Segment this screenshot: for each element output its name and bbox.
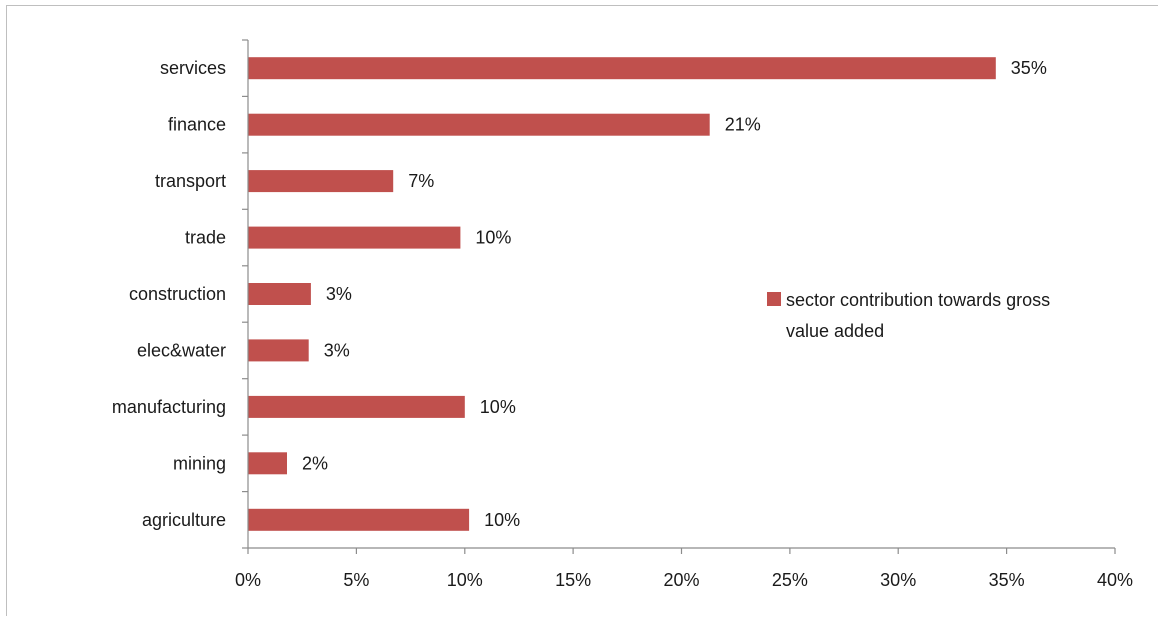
category-label: agriculture — [142, 510, 226, 530]
data-label: 7% — [408, 171, 434, 191]
category-label: elec&water — [137, 340, 226, 360]
legend-label-line-1: sector contribution towards gross — [786, 290, 1050, 310]
bar-services — [248, 57, 996, 80]
data-label: 2% — [302, 453, 328, 473]
x-tick-label: 35% — [989, 570, 1025, 590]
bar-finance — [248, 113, 710, 136]
data-label: 21% — [725, 115, 761, 135]
x-tick-label: 0% — [235, 570, 261, 590]
x-tick-label: 30% — [880, 570, 916, 590]
category-label: construction — [129, 284, 226, 304]
legend-label-line-2: value added — [786, 321, 884, 341]
bar-mining — [248, 452, 287, 475]
data-label: 3% — [324, 340, 350, 360]
chart-frame — [6, 5, 1158, 616]
x-tick-label: 5% — [343, 570, 369, 590]
category-label: transport — [155, 171, 226, 191]
data-label: 10% — [475, 228, 511, 248]
x-tick-label: 20% — [663, 570, 699, 590]
bar-trade — [248, 226, 461, 249]
bar-transport — [248, 170, 394, 193]
data-label: 10% — [480, 397, 516, 417]
category-label: manufacturing — [112, 397, 226, 417]
bar-manufacturing — [248, 395, 465, 418]
x-tick-label: 10% — [447, 570, 483, 590]
legend-swatch — [767, 292, 781, 306]
category-label: trade — [185, 228, 226, 248]
x-tick-labels-group: 0% 5% 10% 15% 20% 25% 30% 35% 40% — [235, 570, 1133, 590]
axes-group — [242, 39, 1116, 554]
category-label: finance — [168, 115, 226, 135]
bar-agriculture — [248, 508, 470, 531]
bars-group — [248, 57, 996, 531]
category-label: services — [160, 58, 226, 78]
data-labels-group: 35% 21% 7% 10% 3% 3% 10% 2% 10% — [302, 58, 1047, 530]
bar-construction — [248, 283, 311, 305]
category-labels-group: services finance transport trade constructio… — [112, 58, 226, 530]
data-label: 10% — [484, 510, 520, 530]
bar-elec-water — [248, 339, 309, 362]
x-tick-label: 40% — [1097, 570, 1133, 590]
category-label: mining — [173, 453, 226, 473]
x-tick-label: 25% — [772, 570, 808, 590]
legend: sector contribution towards gross value … — [767, 290, 1050, 341]
data-label: 3% — [326, 284, 352, 304]
data-label: 35% — [1011, 58, 1047, 78]
x-tick-label: 15% — [555, 570, 591, 590]
